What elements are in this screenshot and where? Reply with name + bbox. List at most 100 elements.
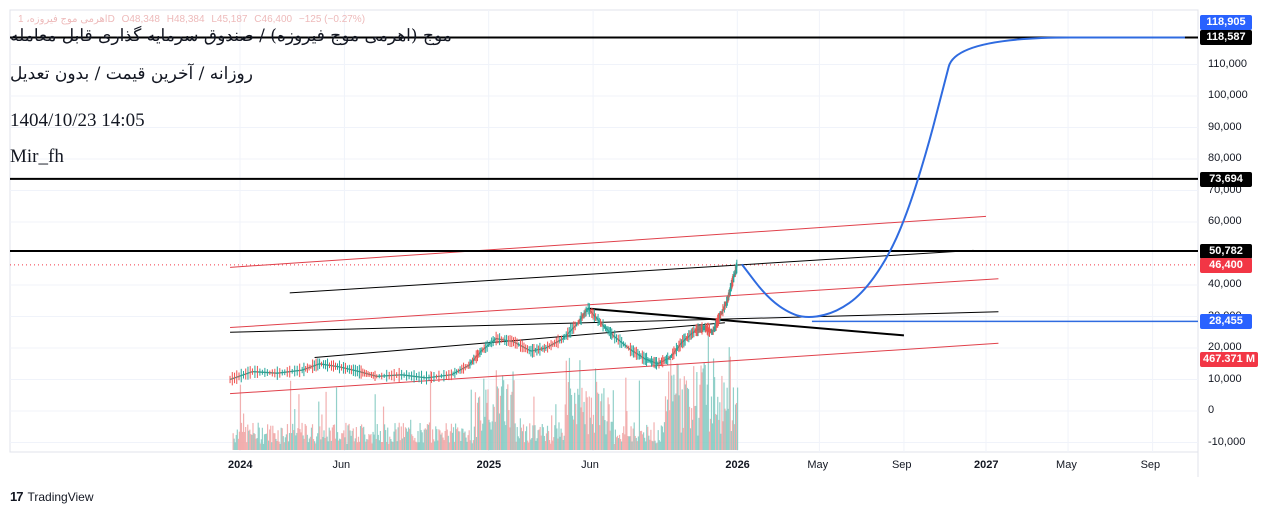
channel-bottom-line[interactable] (230, 342, 999, 395)
volume-bar (366, 439, 368, 450)
volume-bar (566, 414, 568, 450)
volume-bar (472, 440, 474, 450)
volume-bar (234, 442, 236, 450)
volume-bar (346, 443, 348, 450)
volume-bar (522, 424, 525, 450)
x-tick-label: 2025 (476, 459, 502, 471)
volume-bar (529, 423, 531, 450)
channel-top-line[interactable] (230, 215, 987, 268)
volume-bar (377, 434, 379, 450)
chart-subtitle: روزانه / آخرین قیمت / بدون تعدیل (10, 64, 253, 84)
volume-bar (299, 429, 301, 450)
volume-bar (434, 441, 436, 450)
volume-bar (326, 436, 328, 450)
ohlc-change: −125 (−0.27%) (298, 14, 366, 25)
volume-bar (427, 424, 430, 450)
volume-bar (733, 424, 736, 450)
volume-bar (302, 435, 304, 450)
volume-bar (317, 433, 319, 450)
channel-mid-line[interactable] (230, 278, 999, 329)
volume-bar (716, 414, 718, 450)
volume-bar (391, 441, 393, 450)
volume-bar (718, 419, 720, 450)
volume-bar (493, 406, 495, 450)
tag-50782[interactable]: 50,782 (1200, 244, 1252, 260)
volume-bar (591, 424, 594, 450)
volume-bar (357, 436, 360, 450)
volume-bar (269, 429, 271, 450)
volume-bar (660, 425, 662, 450)
projection-path[interactable] (741, 36, 1185, 319)
volume-bar (539, 426, 541, 450)
volume-bar (300, 432, 302, 450)
tag-73694[interactable]: 73,694 (1200, 171, 1252, 187)
volume-bar (242, 413, 245, 450)
ohlc-symbol: اهرمی موج فیروزه، 1D (18, 14, 115, 25)
resistance-down-line[interactable] (588, 307, 905, 337)
volume-bar (533, 396, 535, 450)
volume-bar (540, 435, 542, 450)
tag-46400[interactable]: 46,400 (1200, 257, 1252, 273)
volume-bar (545, 433, 548, 450)
volume-bar (686, 387, 689, 450)
volume-bar (645, 441, 647, 450)
volume-bar (580, 407, 582, 450)
volume-bar (568, 357, 571, 450)
volume-bar (390, 439, 392, 450)
tag-118587[interactable]: 118,587 (1200, 30, 1252, 46)
volume-bar (680, 432, 682, 450)
volume-bar (330, 440, 332, 450)
volume-bar (548, 440, 551, 450)
volume-bar (668, 371, 670, 450)
lower-thin-line[interactable] (230, 311, 999, 333)
tag-118905[interactable]: 118,905 (1200, 15, 1252, 31)
volume-bar (542, 427, 544, 450)
volume-bar (278, 441, 280, 450)
tag-volume[interactable]: 467.371 M (1200, 352, 1258, 367)
volume-bar (595, 381, 598, 450)
volume-bar (521, 431, 524, 450)
volume-bar (473, 426, 475, 450)
volume-bar (676, 363, 678, 450)
volume-bar (404, 427, 407, 450)
volume-bar (481, 430, 483, 450)
middle-thin-line[interactable] (314, 322, 725, 358)
volume-bar (435, 426, 437, 450)
volume-bar (251, 434, 253, 450)
volume-bar (640, 430, 643, 450)
volume-bar (461, 428, 463, 450)
tradingview-logo[interactable]: 17 TradingView (10, 489, 94, 504)
volume-bar (354, 438, 356, 450)
volume-bar (415, 441, 417, 450)
volume-bar (535, 440, 537, 450)
volume-bar (530, 439, 532, 450)
volume-bar (601, 393, 603, 450)
volume-bar (471, 443, 473, 450)
volume-bar (583, 401, 585, 450)
volume-bar (678, 395, 680, 450)
tag-28455[interactable]: 28,455 (1200, 314, 1252, 330)
volume-bar (516, 427, 518, 450)
volume-bar (679, 378, 681, 450)
volume-bar (672, 401, 674, 450)
volume-bar (329, 430, 331, 450)
volume-bar (689, 428, 692, 450)
volume-bar (602, 415, 604, 450)
volume-bar (509, 427, 511, 450)
volume-bar (437, 440, 439, 450)
volume-bar (267, 424, 269, 450)
upper-thin-line[interactable] (289, 249, 974, 294)
volume-bar (636, 441, 638, 450)
x-tick-label: 2026 (725, 459, 750, 471)
y-tick-label: 110,000 (1208, 57, 1247, 70)
volume-bar (281, 428, 283, 450)
volume-bar (365, 441, 367, 450)
volume-bar (399, 440, 401, 450)
volume-bar (310, 427, 313, 450)
volume-bar (446, 429, 448, 450)
volume-bar (543, 435, 545, 450)
volume-bar (631, 441, 633, 450)
volume-bar (609, 430, 611, 450)
volume-bar (579, 360, 581, 450)
